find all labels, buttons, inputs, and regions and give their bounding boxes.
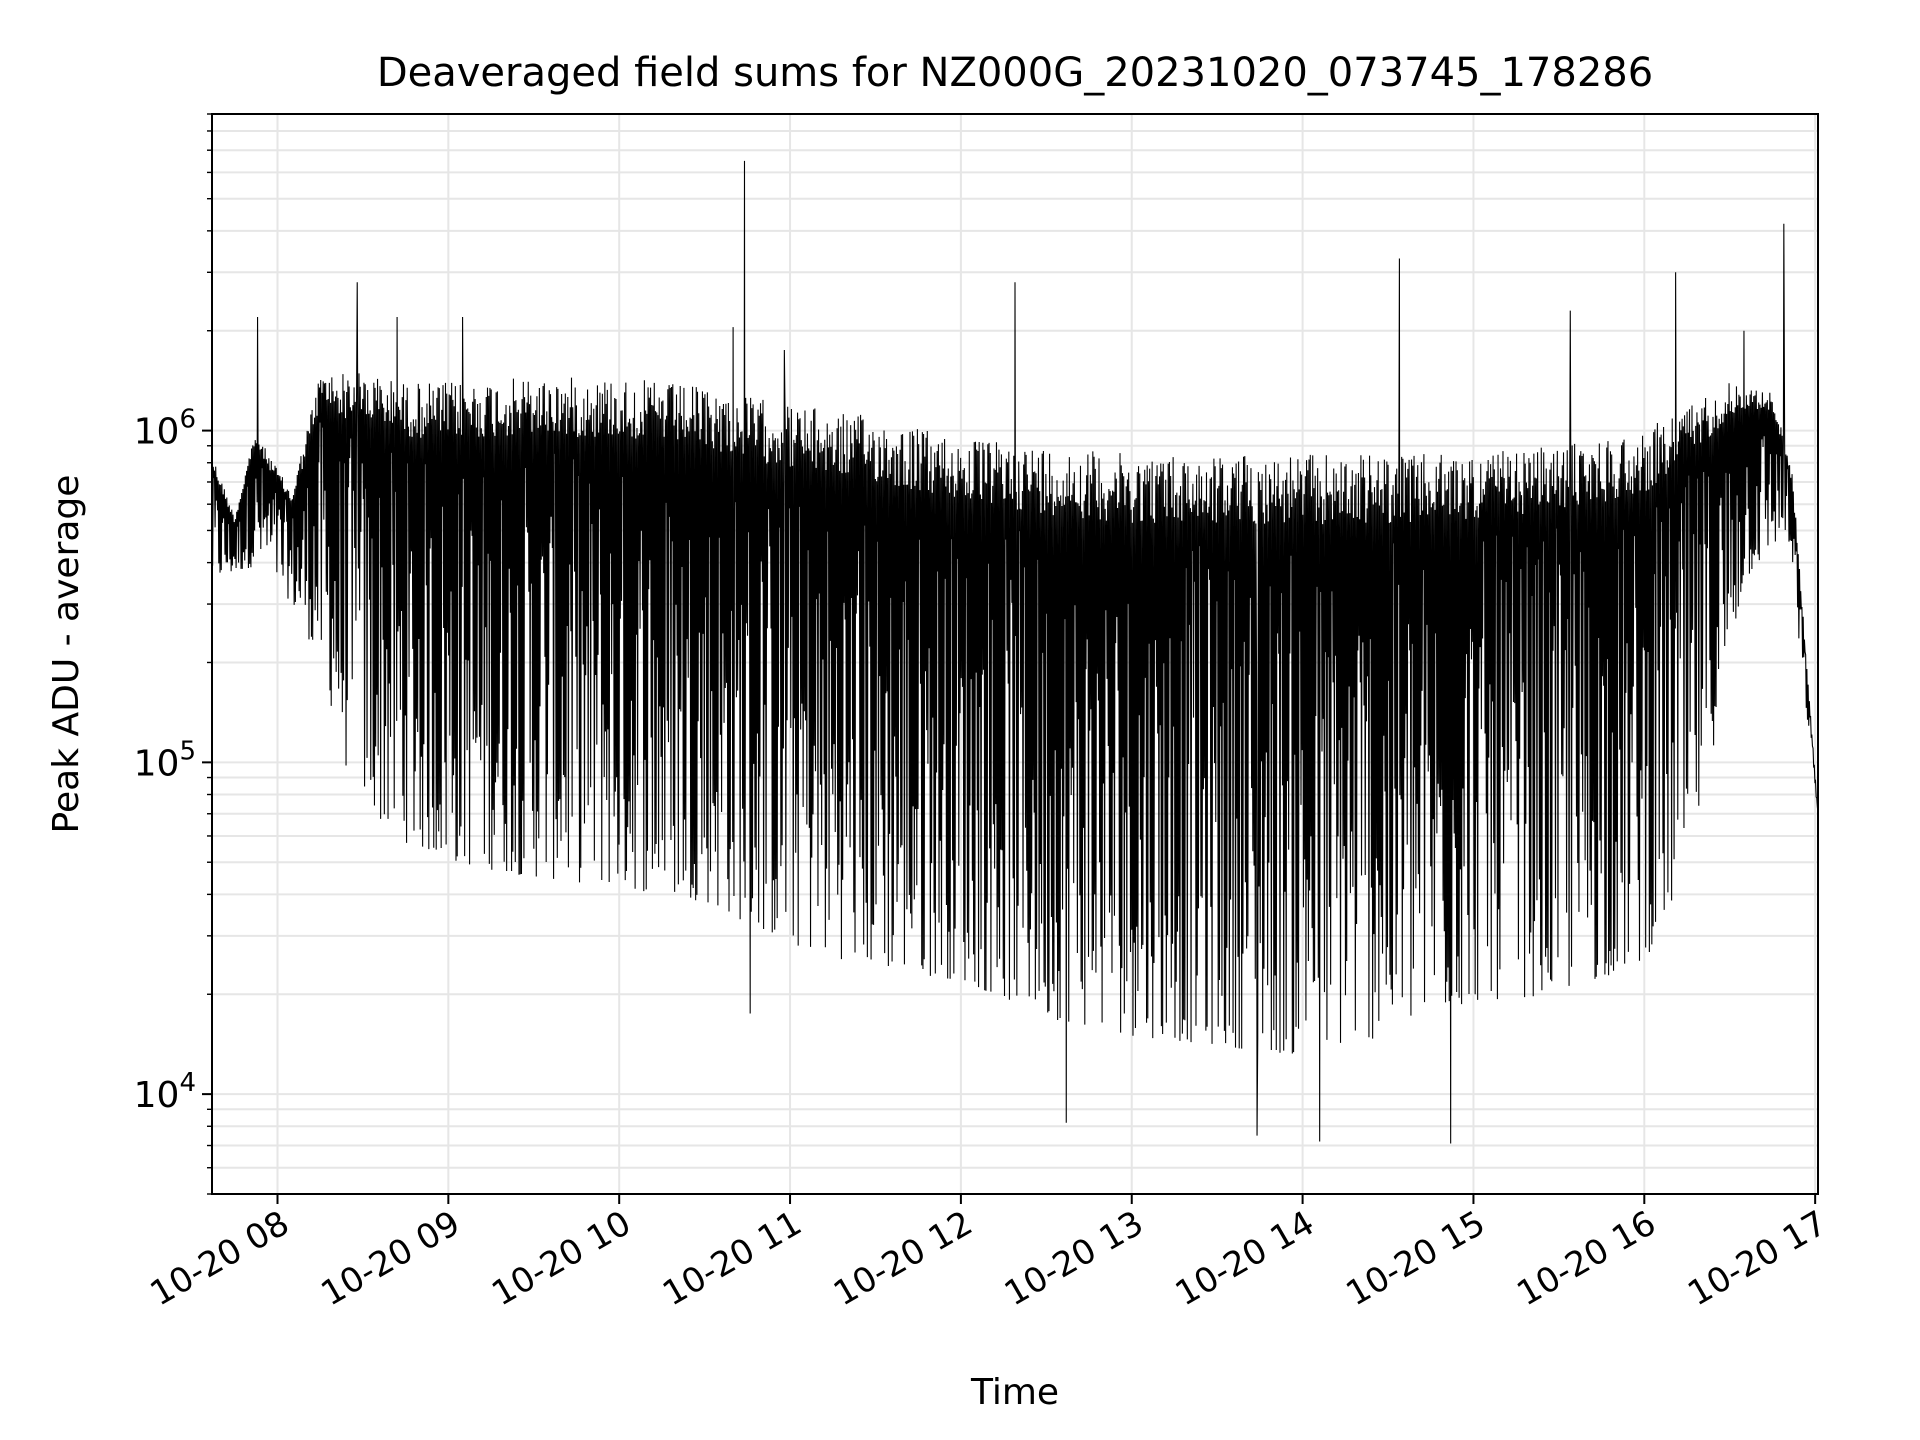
y-tick-base: 10 [134, 743, 180, 784]
y-tick-exponent: 6 [179, 405, 196, 435]
axes-frame [211, 113, 1819, 1195]
y-tick-exponent: 5 [179, 736, 196, 766]
y-tick-label: 106 [134, 405, 196, 453]
axis-ticks [202, 113, 1817, 1204]
x-axis-label: Time [970, 1372, 1059, 1413]
y-tick-exponent: 4 [179, 1068, 196, 1098]
y-tick-base: 10 [134, 412, 180, 453]
plot-area [211, 160, 1819, 1144]
chart-title: Deaveraged field sums for NZ000G_2023102… [377, 50, 1653, 96]
y-axis-label: Peak ADU - average [46, 475, 87, 834]
series-line [211, 160, 1819, 1144]
y-tick-label: 104 [134, 1068, 196, 1116]
y-tick-label: 105 [134, 736, 196, 784]
y-tick-base: 10 [134, 1075, 180, 1116]
